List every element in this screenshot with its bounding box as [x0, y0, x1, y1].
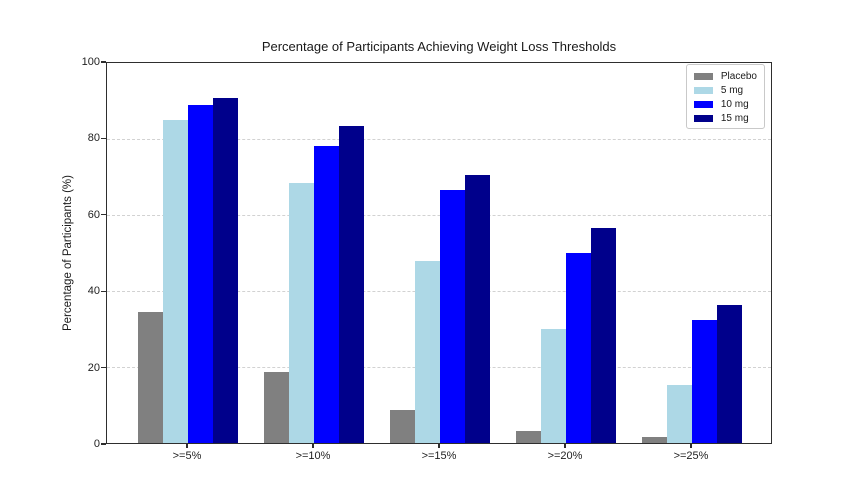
gridline-80 [107, 139, 771, 140]
bar-5mg->=5% [163, 119, 188, 443]
legend-swatch-10mg [693, 100, 713, 108]
legend-label-10mg: 10 mg [720, 98, 749, 110]
y-tick-mark-20 [101, 367, 106, 369]
bar-group->=10% [264, 63, 364, 443]
bar-10mg->=5% [188, 105, 213, 443]
legend-swatch-15mg [693, 114, 713, 122]
y-tick-label-20: 20 [87, 361, 100, 374]
bar-5mg->=25% [667, 384, 692, 443]
x-tick-label->=10%: >=10% [295, 450, 331, 462]
legend-swatch-placebo [693, 72, 713, 80]
x-tick-mark->=10% [312, 444, 314, 448]
x-tick-label->=5%: >=5% [172, 450, 202, 462]
bar-10mg->=20% [566, 252, 591, 443]
bar-10mg->=10% [314, 146, 339, 443]
x-tick-label->=20%: >=20% [547, 450, 583, 462]
bar-Placebo->=20% [516, 431, 541, 443]
y-tick-label-80: 80 [87, 132, 100, 145]
bar-Placebo->=15% [390, 409, 415, 443]
x-tick-label->=15%: >=15% [421, 450, 457, 462]
bar-10mg->=15% [440, 189, 465, 443]
legend-entry-placebo: Placebo [693, 70, 757, 82]
legend-entry-10mg: 10 mg [693, 98, 757, 110]
plot-area: Placebo 5 mg 10 mg 15 mg [106, 62, 772, 444]
legend-label-5mg: 5 mg [720, 84, 744, 96]
x-tick-mark->=5% [186, 444, 188, 448]
x-tick-mark->=20% [564, 444, 566, 448]
bar-5mg->=15% [415, 260, 440, 443]
bar-10mg->=25% [692, 320, 717, 443]
bar-5mg->=10% [289, 182, 314, 443]
bar-15mg->=10% [339, 125, 364, 443]
bar-15mg->=15% [465, 174, 490, 443]
y-tick-label-40: 40 [87, 285, 100, 298]
y-tick-mark-100 [101, 61, 106, 63]
y-axis-label: Percentage of Participants (%) [62, 175, 74, 331]
bar-15mg->=20% [591, 227, 616, 443]
y-tick-mark-60 [101, 214, 106, 216]
bar-Placebo->=10% [264, 371, 289, 443]
y-tick-mark-80 [101, 137, 106, 139]
x-tick-label->=25%: >=25% [673, 450, 709, 462]
legend-label-15mg: 15 mg [720, 112, 749, 124]
legend-swatch-5mg [693, 86, 713, 94]
chart-title: Percentage of Participants Achieving Wei… [261, 39, 617, 54]
legend-entry-5mg: 5 mg [693, 84, 757, 96]
bar-Placebo->=5% [138, 311, 163, 443]
bar-15mg->=25% [717, 305, 742, 443]
y-tick-label-60: 60 [87, 208, 100, 221]
x-tick-mark->=25% [690, 444, 692, 448]
bar-group->=25% [642, 63, 742, 443]
gridline-60 [107, 215, 771, 216]
bar-group->=5% [138, 63, 238, 443]
legend: Placebo 5 mg 10 mg 15 mg [685, 64, 765, 129]
legend-label-placebo: Placebo [720, 70, 757, 82]
bar-Placebo->=25% [642, 437, 667, 443]
bar-5mg->=20% [541, 329, 566, 443]
bar-group->=15% [390, 63, 490, 443]
bar-group->=20% [516, 63, 616, 443]
y-tick-mark-40 [101, 290, 106, 292]
y-tick-mark-0 [101, 443, 106, 445]
y-tick-label-0: 0 [93, 438, 100, 450]
x-tick-mark->=15% [438, 444, 440, 448]
y-tick-label-100: 100 [81, 56, 100, 68]
bar-15mg->=5% [213, 97, 238, 443]
legend-entry-15mg: 15 mg [693, 112, 757, 124]
